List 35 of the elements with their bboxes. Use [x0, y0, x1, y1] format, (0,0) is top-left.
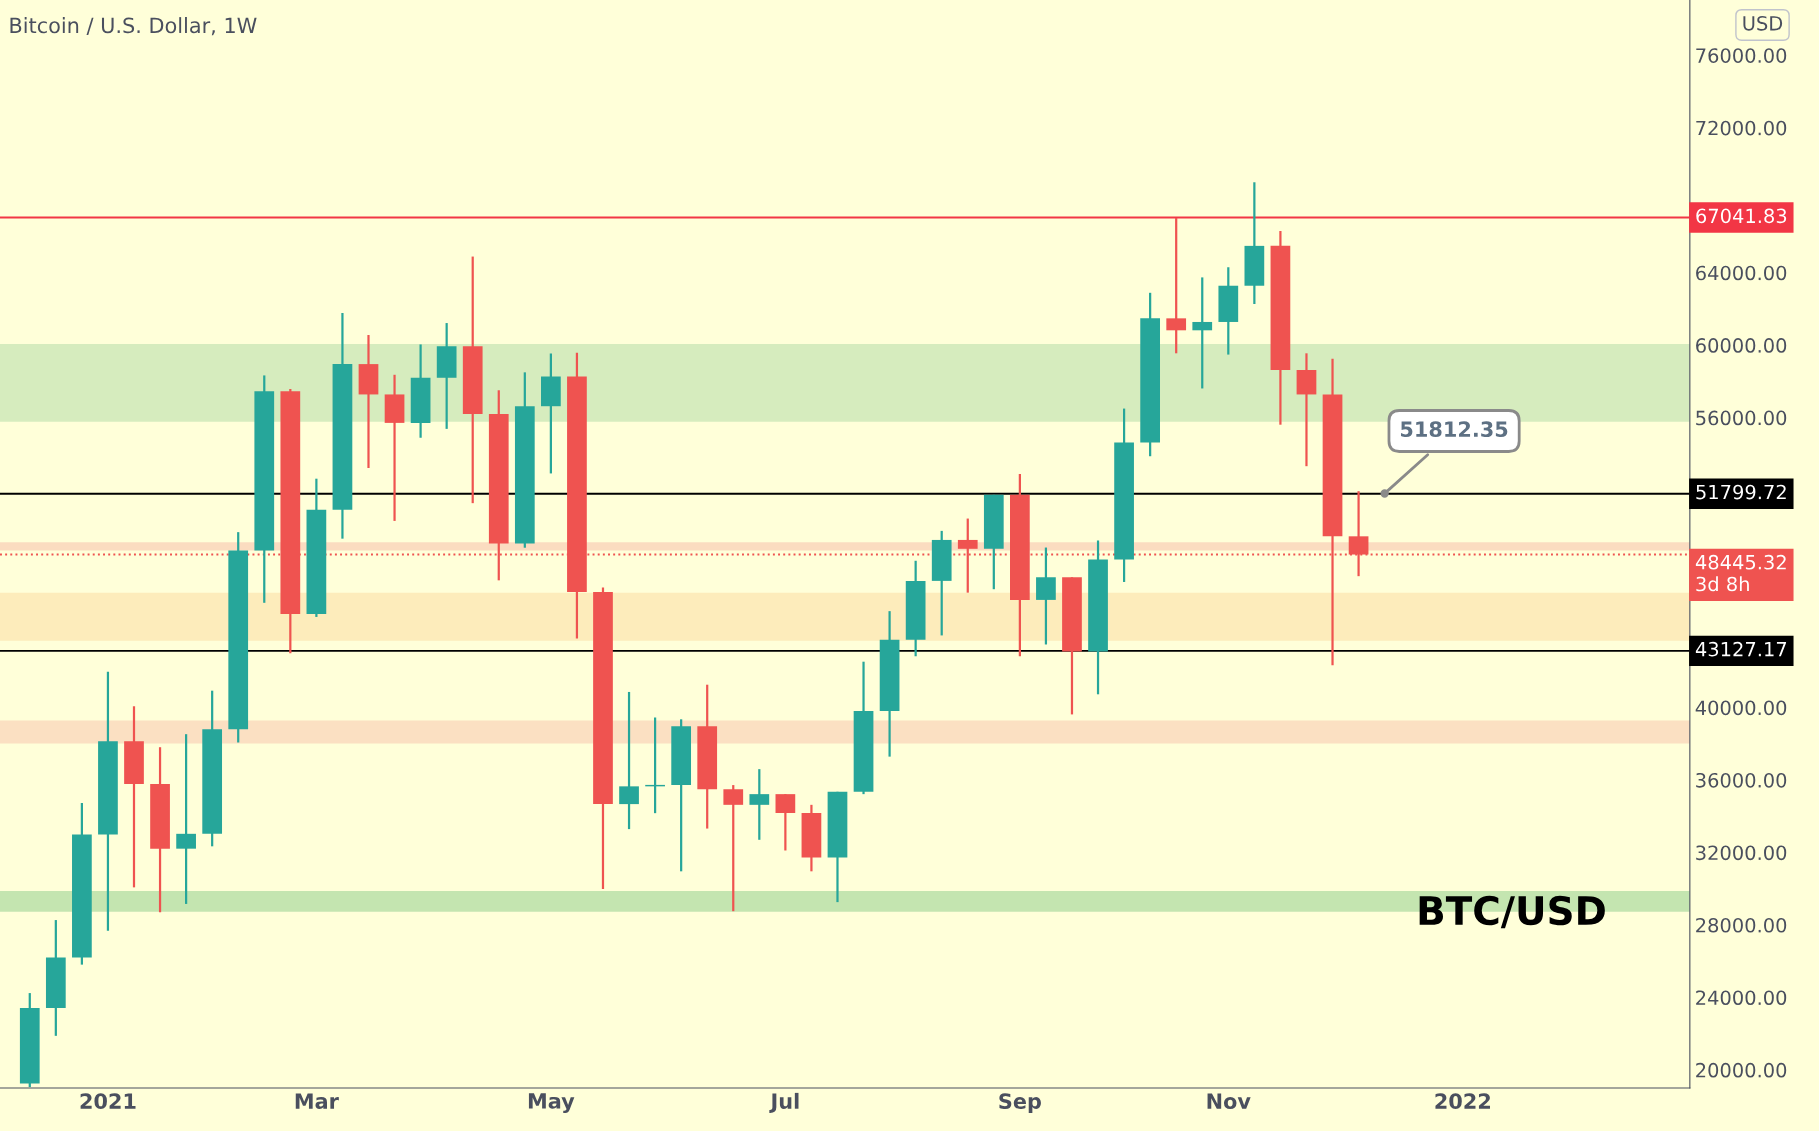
candlestick	[1348, 490, 1369, 578]
y-tick-label: 40000.00	[1695, 700, 1787, 716]
candlestick	[176, 733, 196, 906]
x-tick-label: Mar	[295, 1093, 339, 1110]
x-tick-label: 2022	[1435, 1093, 1490, 1110]
x-tick-label: Nov	[1207, 1093, 1251, 1110]
y-tick-label: 76000.00	[1696, 48, 1787, 63]
candlestick	[1036, 546, 1056, 646]
x-tick-label: 2021	[80, 1093, 136, 1110]
text: Bitcoin / U.S. Dollar, 1W	[10, 17, 257, 36]
annotation: 51812.35	[1401, 421, 1508, 438]
y-tick-label: 36000.00	[1696, 772, 1787, 788]
y-tick-label: 60000.00	[1696, 338, 1787, 353]
ref-line-label: 48445.32 3d 8h	[1695, 554, 1786, 592]
y-tick-label: 32000.00	[1696, 845, 1787, 861]
y-tick-label: 20000.00	[1696, 1062, 1787, 1078]
x-tick-label: Jul	[769, 1092, 799, 1113]
annotation: BTC/USD	[1419, 895, 1605, 929]
candlestick	[775, 793, 796, 852]
ref-line-label: 51799.72	[1696, 484, 1786, 500]
x-tick-label: Sep	[999, 1093, 1041, 1114]
y-tick-label: 72000.00	[1696, 120, 1787, 136]
y-tick-label: 28000.00	[1696, 917, 1787, 933]
y-axis-title: USD	[1743, 15, 1783, 31]
ref-line-label: 67041.83	[1696, 208, 1787, 224]
ref-line-label: 43127.17	[1695, 641, 1787, 657]
candlestick	[723, 783, 744, 913]
x-tick-label: May	[528, 1093, 575, 1114]
y-tick-label: 64000.00	[1696, 265, 1787, 281]
candlestick	[749, 768, 770, 841]
y-tick-label: 56000.00	[1696, 410, 1787, 426]
candlestick	[1192, 276, 1213, 390]
y-tick-label: 24000.00	[1696, 990, 1787, 1006]
candlestick	[1166, 216, 1187, 355]
candlestick	[619, 690, 639, 831]
